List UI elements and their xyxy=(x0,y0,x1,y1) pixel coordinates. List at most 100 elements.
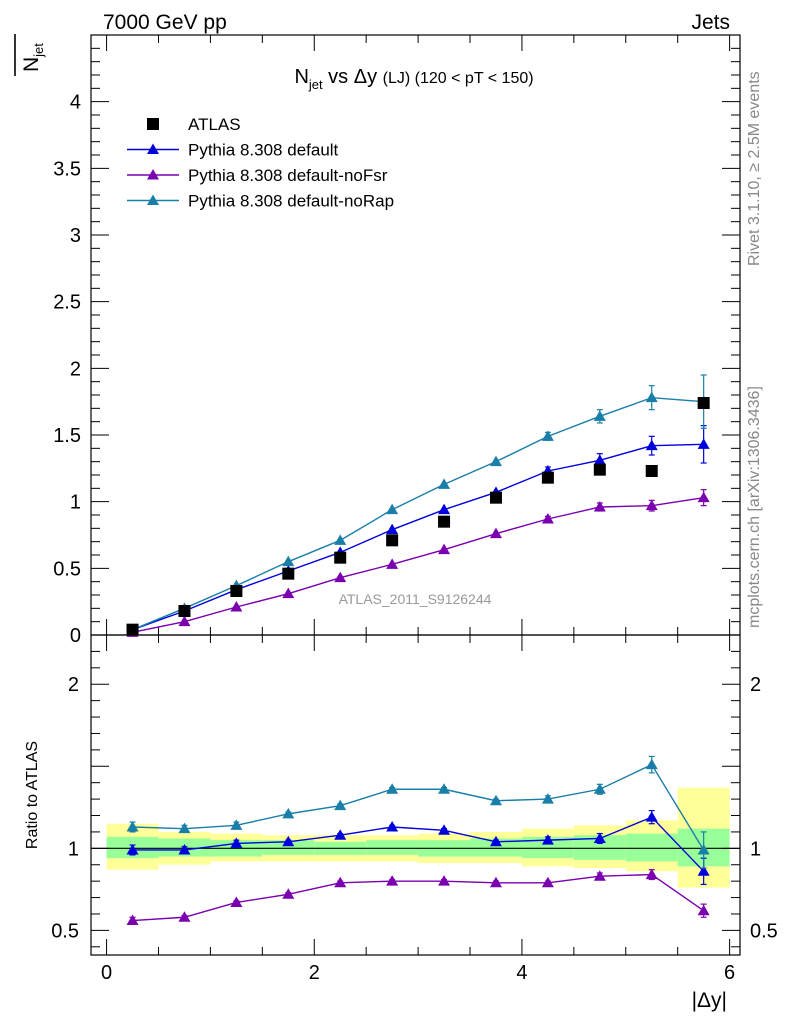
ratio-point-noRap xyxy=(593,783,606,794)
point-noRap xyxy=(489,455,502,467)
point-default xyxy=(593,454,606,465)
lower-axes: 0.5 0.5 1 1 2 2 0 2 4 6 xyxy=(51,634,778,984)
point-noFsr xyxy=(334,571,347,583)
ratio-point-default xyxy=(697,865,710,876)
xtick-label: 4 xyxy=(516,962,527,984)
series-line-default xyxy=(132,443,704,631)
ratio-point-default xyxy=(386,821,399,832)
point-noRap xyxy=(645,391,658,403)
upper-ytick-label: 4 xyxy=(70,92,81,114)
ratio-point-noRap xyxy=(697,843,710,855)
lower-ytick-label: 0.5 xyxy=(51,920,79,942)
point-noRap xyxy=(541,430,554,441)
header-right: Jets xyxy=(691,11,730,34)
ratio-point-noFsr xyxy=(541,876,554,888)
point-default xyxy=(386,523,399,535)
ratio-point-default xyxy=(593,832,606,843)
ratio-point-noRap xyxy=(489,794,502,806)
point-noFsr xyxy=(541,513,554,524)
title-main: N xyxy=(294,66,308,88)
ratio-point-noFsr xyxy=(386,875,399,886)
upper-ytick-label: 3 xyxy=(70,225,81,247)
point-noRap xyxy=(438,478,451,489)
ratio-point-noRap xyxy=(126,821,139,832)
ylabel-main: N xyxy=(20,57,43,72)
point-noFsr xyxy=(593,501,606,512)
xlabel: |Δy| xyxy=(692,989,727,1012)
point-noFsr xyxy=(230,601,243,612)
ratio-point-noRap xyxy=(282,807,295,819)
ylabel-sub: jet xyxy=(31,43,46,58)
ratio-point-noFsr xyxy=(489,876,502,888)
point-noFsr xyxy=(282,587,295,599)
lower-ytick-label-right: 2 xyxy=(750,674,761,696)
point-noRap xyxy=(386,503,399,515)
upper-ytick-label: 0 xyxy=(70,625,81,647)
ratio-point-default xyxy=(645,811,658,822)
legend-label-noFsr: Pythia 8.308 default-noFsr xyxy=(188,166,388,185)
upper-ytick-label: 2 xyxy=(70,358,81,380)
xtick-label: 6 xyxy=(724,962,735,984)
svg-text:Njet: Njet xyxy=(20,43,46,72)
legend-marker-data xyxy=(147,118,159,130)
ratio-point-noFsr xyxy=(697,904,710,916)
lower-ylabel: Ratio to ATLAS xyxy=(24,741,41,849)
ratio-line-noRap xyxy=(132,763,705,851)
point-data xyxy=(126,623,139,636)
legend-label-noRap: Pythia 8.308 default-noRap xyxy=(188,192,394,211)
point-data xyxy=(438,515,451,528)
ratio-point-noRap xyxy=(230,819,243,830)
band-inner xyxy=(625,833,678,862)
legend-label-default: Pythia 8.308 default xyxy=(188,141,339,160)
xtick-label: 2 xyxy=(309,962,320,984)
ratio-point-noFsr xyxy=(282,888,295,899)
legend-marker-default xyxy=(147,143,159,154)
band-inner xyxy=(470,838,522,857)
title-mid: vs Δy xyxy=(323,66,383,88)
ratio-point-noFsr xyxy=(230,896,243,907)
upper-ytick-label: 2.5 xyxy=(53,292,81,314)
point-noFsr xyxy=(386,558,399,569)
band-inner xyxy=(262,840,315,855)
lower-ytick-label-right: 1 xyxy=(750,838,761,860)
lower-ytick-label: 2 xyxy=(68,674,79,696)
upper-ytick-label: 3.5 xyxy=(53,158,81,180)
point-noFsr xyxy=(697,491,710,503)
lower-ytick-label-right: 0.5 xyxy=(750,920,778,942)
ratio-point-noRap xyxy=(334,799,347,811)
point-noFsr xyxy=(489,527,502,539)
lower-ytick-label: 1 xyxy=(68,838,79,860)
ratio-point-noRap xyxy=(178,822,191,834)
ratio-point-noFsr xyxy=(178,911,191,922)
point-noFsr xyxy=(438,543,451,555)
header-left: 7000 GeV pp xyxy=(103,11,227,34)
band-inner xyxy=(521,836,574,859)
point-data xyxy=(697,397,710,409)
ratio-point-default xyxy=(178,843,191,855)
ratio-point-noFsr xyxy=(593,870,606,881)
ratio-point-noFsr xyxy=(438,875,451,886)
ratio-point-default xyxy=(334,829,347,840)
ratio-point-noRap xyxy=(438,783,451,794)
point-noRap xyxy=(282,555,295,567)
upper-ytick-label: 1 xyxy=(70,492,81,514)
point-data xyxy=(178,605,191,617)
xtick-label: 0 xyxy=(101,962,112,984)
point-data xyxy=(282,567,295,580)
ratio-point-default xyxy=(489,835,502,847)
point-data xyxy=(593,463,606,476)
ratio-point-noRap xyxy=(645,758,658,770)
point-data xyxy=(489,491,502,504)
band-inner xyxy=(366,840,419,855)
point-noFsr xyxy=(178,615,191,627)
title-rest: (120 < pT < 150) xyxy=(410,70,533,87)
point-default xyxy=(645,439,658,451)
ratio-point-default xyxy=(230,837,243,848)
point-data xyxy=(334,551,347,564)
point-data xyxy=(386,534,399,547)
upper-ytick-label: 1.5 xyxy=(53,425,81,447)
point-data xyxy=(645,465,658,477)
legend: ATLAS Pythia 8.308 default Pythia 8.308 de… xyxy=(127,115,394,211)
ratio-line-noFsr xyxy=(132,873,705,922)
